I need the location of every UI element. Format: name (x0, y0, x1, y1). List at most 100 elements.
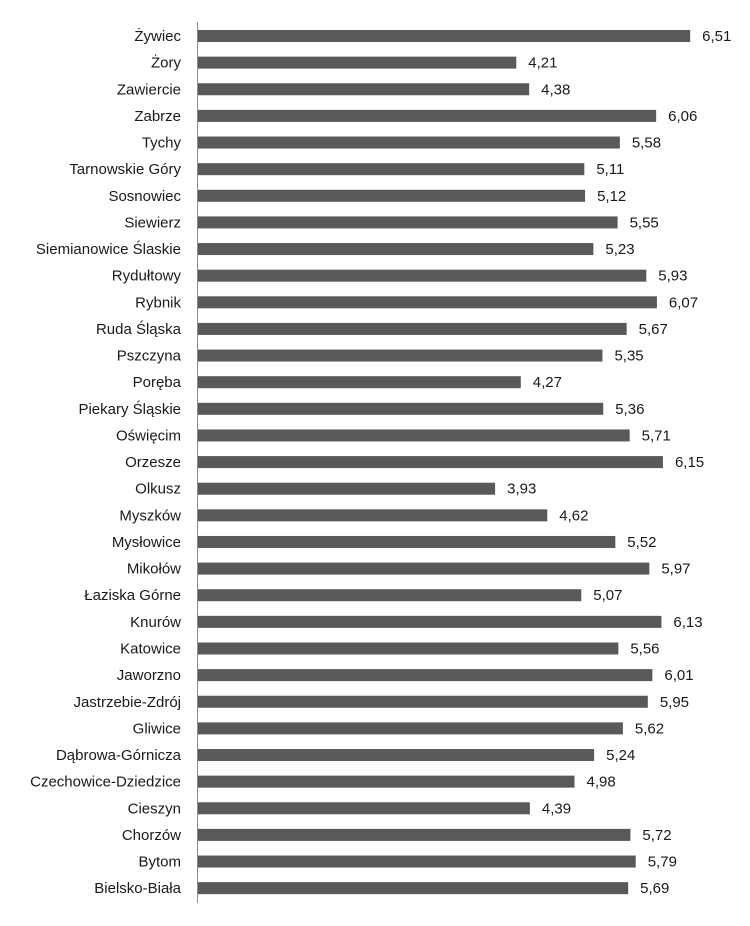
category-label: Zabrze (134, 108, 181, 125)
category-label: Ruda Śląska (96, 320, 182, 338)
bar (198, 855, 636, 868)
bar (198, 509, 548, 522)
value-label: 5,97 (661, 561, 690, 578)
category-label: Czechowice-Dziedzice (30, 774, 181, 791)
category-label: Rybnik (135, 294, 181, 311)
bar (198, 589, 582, 602)
bar (198, 322, 627, 335)
category-label: Rydułtowy (112, 268, 182, 285)
value-label: 5,62 (635, 720, 664, 737)
value-label: 6,01 (664, 667, 693, 684)
value-label: 4,98 (586, 774, 615, 791)
category-label: Łaziska Górne (84, 587, 181, 604)
category-label: Myszków (119, 507, 181, 524)
bar (198, 349, 603, 362)
bar (198, 482, 496, 495)
value-label: 5,72 (642, 827, 671, 844)
bar (198, 243, 594, 256)
category-label: Piekary Śląskie (78, 400, 181, 418)
category-label: Poręba (133, 374, 182, 391)
value-label: 5,24 (606, 747, 635, 764)
bar (198, 722, 623, 735)
category-label: Bytom (138, 854, 181, 871)
bar (198, 216, 618, 229)
category-label: Zawiercie (117, 81, 181, 98)
category-label: Żywiec (134, 27, 181, 45)
value-labels-group: 6,51 4,21 4,38 6,06 5,58 5,11 5,125,55 5,23 5,93… (507, 28, 731, 897)
value-label: 4,27 (533, 374, 562, 391)
value-label: 6,15 (675, 454, 704, 471)
value-label: 5,12 (597, 188, 626, 205)
bar (198, 269, 647, 282)
value-label: 6,06 (668, 108, 697, 125)
value-label: 5,71 (642, 427, 671, 444)
category-label: Siewierz (124, 214, 181, 231)
bar (198, 882, 629, 895)
value-label: 5,55 (630, 214, 659, 231)
bar (198, 749, 595, 762)
category-label: Mikołów (127, 561, 181, 578)
bar (198, 163, 585, 176)
category-label: Orzesze (125, 454, 181, 471)
category-label: Tychy (142, 135, 182, 152)
value-label: 5,58 (632, 135, 661, 152)
value-label: 5,35 (614, 348, 643, 365)
category-label: Chorzów (122, 827, 181, 844)
category-label: Mysłowice (112, 534, 181, 551)
category-label: Tarnowskie Góry (69, 161, 181, 178)
bar (198, 429, 630, 442)
value-label: 4,62 (559, 507, 588, 524)
category-labels-group: Żywiec Żory Zawiercie Zabrze Tychy Tarnowskie… (30, 27, 182, 897)
category-label: Olkusz (135, 481, 181, 498)
value-label: 5,07 (593, 587, 622, 604)
value-label: 5,23 (605, 241, 634, 258)
value-label: 3,93 (507, 481, 536, 498)
category-label: Cieszyn (128, 800, 181, 817)
category-label: Gliwice (133, 720, 181, 737)
bar (198, 402, 604, 415)
value-label: 6,07 (669, 294, 698, 311)
category-label: Bielsko-Biała (94, 880, 181, 897)
value-label: 6,51 (702, 28, 731, 45)
bar (198, 802, 530, 815)
category-label: Knurów (130, 614, 181, 631)
value-label: 5,56 (630, 640, 659, 657)
value-label: 5,11 (596, 161, 624, 178)
category-label: Żory (151, 54, 182, 72)
bars-group (198, 30, 691, 895)
bar (198, 296, 657, 309)
category-label: Jaworzno (117, 667, 181, 684)
bar (198, 642, 619, 655)
category-label: Jastrzebie-Zdrój (73, 694, 181, 711)
value-label: 5,79 (648, 854, 677, 871)
value-label: 4,38 (541, 81, 570, 98)
value-label: 5,67 (639, 321, 668, 338)
bar (198, 376, 521, 389)
bar (198, 56, 517, 69)
category-label: Siemianowice Ślaskie (36, 240, 181, 258)
bar (198, 189, 586, 202)
bar (198, 775, 575, 788)
bar (198, 828, 631, 841)
category-label: Sosnowiec (108, 188, 181, 205)
bar (198, 456, 663, 469)
bar (198, 30, 691, 42)
value-label: 5,52 (627, 534, 656, 551)
value-label: 5,93 (658, 268, 687, 285)
value-label: 4,39 (542, 800, 571, 817)
bar (198, 83, 530, 96)
bar (198, 695, 648, 708)
bar (198, 615, 662, 628)
value-label: 6,13 (673, 614, 702, 631)
category-label: Katowice (120, 640, 181, 657)
bar (198, 109, 657, 122)
value-label: 5,36 (615, 401, 644, 418)
category-label: Oświęcim (116, 427, 181, 444)
bar (198, 669, 653, 682)
bar (198, 562, 650, 575)
bar (198, 136, 620, 149)
value-label: 5,95 (660, 694, 689, 711)
category-label: Pszczyna (117, 348, 182, 365)
value-label: 5,69 (640, 880, 669, 897)
